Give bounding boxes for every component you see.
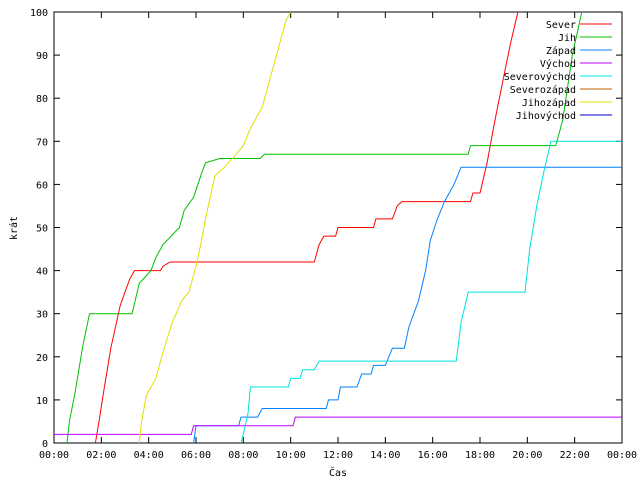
y-tick-label: 50 [36,224,48,235]
y-axis-label: krát [8,216,20,240]
y-tick-label: 0 [42,439,48,450]
y-tick-label: 20 [36,353,48,364]
legend-label: Jih [558,33,576,44]
y-tick-label: 100 [30,8,48,19]
legend-label: Východ [540,58,576,70]
legend: Sever JihZápadVýchodSeverovýchodSeverozáp… [504,20,612,122]
legend-label: Severovýchod [504,71,576,83]
series-line-jih [66,12,583,443]
series-lines [54,12,622,443]
series-line-východ [54,416,622,435]
x-tick-label: 22:00 [560,450,590,461]
y-tick-label: 60 [36,180,48,191]
series-line-západ [193,166,622,443]
y-tick-label: 10 [36,396,48,407]
x-tick-label: 18:00 [465,450,495,461]
x-tick-label: 04:00 [134,450,164,461]
y-axis-ticks: 0 10 20 30 40 50 60 70 80 90 100 [30,8,622,450]
x-tick-label: 14:00 [370,450,400,461]
x-tick-label: 00:00 [607,450,637,461]
x-tick-label: 10:00 [276,450,306,461]
x-tick-label: 08:00 [228,450,258,461]
legend-label: Severozápad [510,84,576,96]
y-tick-label: 70 [36,137,48,148]
legend-label: Západ [546,45,576,57]
series-line-sever [94,12,519,443]
legend-label: Jihovýchod [516,110,576,122]
series-line-severovýchod [240,140,622,443]
x-tick-label: 06:00 [181,450,211,461]
x-tick-label: 12:00 [323,450,353,461]
legend-label: Sever [546,20,576,31]
y-tick-label: 40 [36,267,48,278]
x-axis-ticks: 00:00 02:00 04:00 06:00 08:00 10:00 12:00 14:00… [39,12,637,461]
y-tick-label: 80 [36,94,48,105]
x-tick-label: 00:00 [39,450,69,461]
series-line-jihozápad [138,12,292,443]
legend-label: Jihozápad [522,97,576,109]
y-tick-label: 30 [36,310,48,321]
x-axis-label: Čas [329,466,347,479]
x-tick-label: 20:00 [512,450,542,461]
x-tick-label: 02:00 [86,450,116,461]
y-tick-label: 90 [36,51,48,62]
x-tick-label: 16:00 [418,450,448,461]
